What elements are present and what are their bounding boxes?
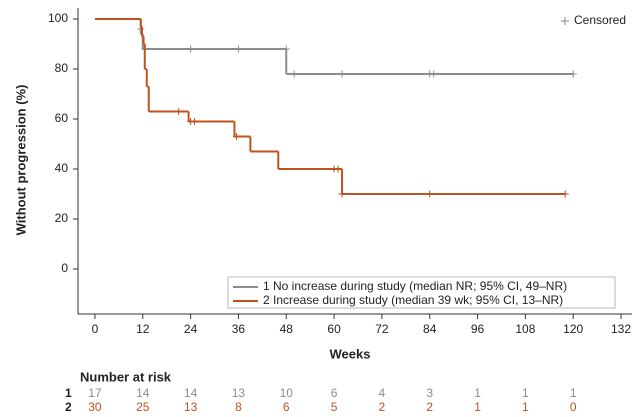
x-tick-label: 108 xyxy=(515,322,535,336)
y-tick-label: 20 xyxy=(55,211,69,225)
censored-symbol xyxy=(561,17,569,25)
y-tick-label: 100 xyxy=(48,11,68,25)
censor-mark xyxy=(561,190,569,198)
censored-legend: Censored xyxy=(574,13,626,27)
risk-count: 14 xyxy=(184,386,198,400)
risk-count: 6 xyxy=(331,386,338,400)
risk-count: 10 xyxy=(280,386,294,400)
x-axis-label: Weeks xyxy=(330,346,371,361)
risk-count: 30 xyxy=(88,400,102,414)
legend-box xyxy=(227,276,616,309)
censor-mark xyxy=(569,70,577,78)
risk-count: 8 xyxy=(235,400,242,414)
x-tick-label: 48 xyxy=(280,322,294,336)
risk-count: 25 xyxy=(136,400,150,414)
risk-count: 3 xyxy=(426,386,433,400)
risk-count: 1 xyxy=(474,400,481,414)
risk-count: 6 xyxy=(283,400,290,414)
x-tick-label: 132 xyxy=(611,322,631,336)
risk-count: 1 xyxy=(570,386,577,400)
x-tick-label: 96 xyxy=(471,322,485,336)
risk-row-label: 1 xyxy=(65,386,72,400)
censor-mark xyxy=(430,70,438,78)
y-tick-label: 60 xyxy=(55,111,69,125)
risk-title: Number at risk xyxy=(80,369,172,384)
censor-mark xyxy=(338,70,346,78)
x-tick-label: 84 xyxy=(423,322,437,336)
x-tick-label: 36 xyxy=(232,322,246,336)
risk-count: 1 xyxy=(474,386,481,400)
y-axis-label: Without progression (%) xyxy=(13,85,28,236)
y-tick-label: 80 xyxy=(55,61,69,75)
x-tick-label: 0 xyxy=(92,322,99,336)
risk-count: 14 xyxy=(136,386,150,400)
legend-label: 1 No increase during study (median NR; 9… xyxy=(263,279,567,293)
legend-label: 2 Increase during study (median 39 wk; 9… xyxy=(263,293,563,307)
censor-mark xyxy=(290,70,298,78)
y-tick-label: 40 xyxy=(55,161,69,175)
x-tick-label: 72 xyxy=(375,322,389,336)
censor-mark xyxy=(232,133,240,140)
censor-mark xyxy=(338,190,346,198)
risk-count: 13 xyxy=(232,386,246,400)
censor-mark xyxy=(334,165,342,173)
risk-count: 1 xyxy=(522,386,529,400)
risk-count: 4 xyxy=(379,386,386,400)
risk-count: 5 xyxy=(331,400,338,414)
risk-count: 1 xyxy=(522,400,529,414)
x-tick-label: 60 xyxy=(327,322,341,336)
risk-count: 2 xyxy=(379,400,386,414)
x-tick-label: 24 xyxy=(184,322,198,336)
risk-count: 17 xyxy=(88,386,102,400)
y-tick-label: 0 xyxy=(61,261,68,275)
censor-mark xyxy=(191,118,199,125)
censor-mark xyxy=(426,190,434,198)
risk-count: 13 xyxy=(184,400,198,414)
risk-row-label: 2 xyxy=(65,400,72,414)
censor-mark xyxy=(234,45,242,53)
censor-mark xyxy=(187,45,195,53)
censor-mark xyxy=(282,45,290,53)
risk-count: 0 xyxy=(570,400,577,414)
censor-mark xyxy=(137,25,145,33)
x-tick-label: 12 xyxy=(136,322,150,336)
censor-mark xyxy=(175,108,183,115)
risk-count: 2 xyxy=(426,400,433,414)
x-tick-label: 120 xyxy=(563,322,583,336)
